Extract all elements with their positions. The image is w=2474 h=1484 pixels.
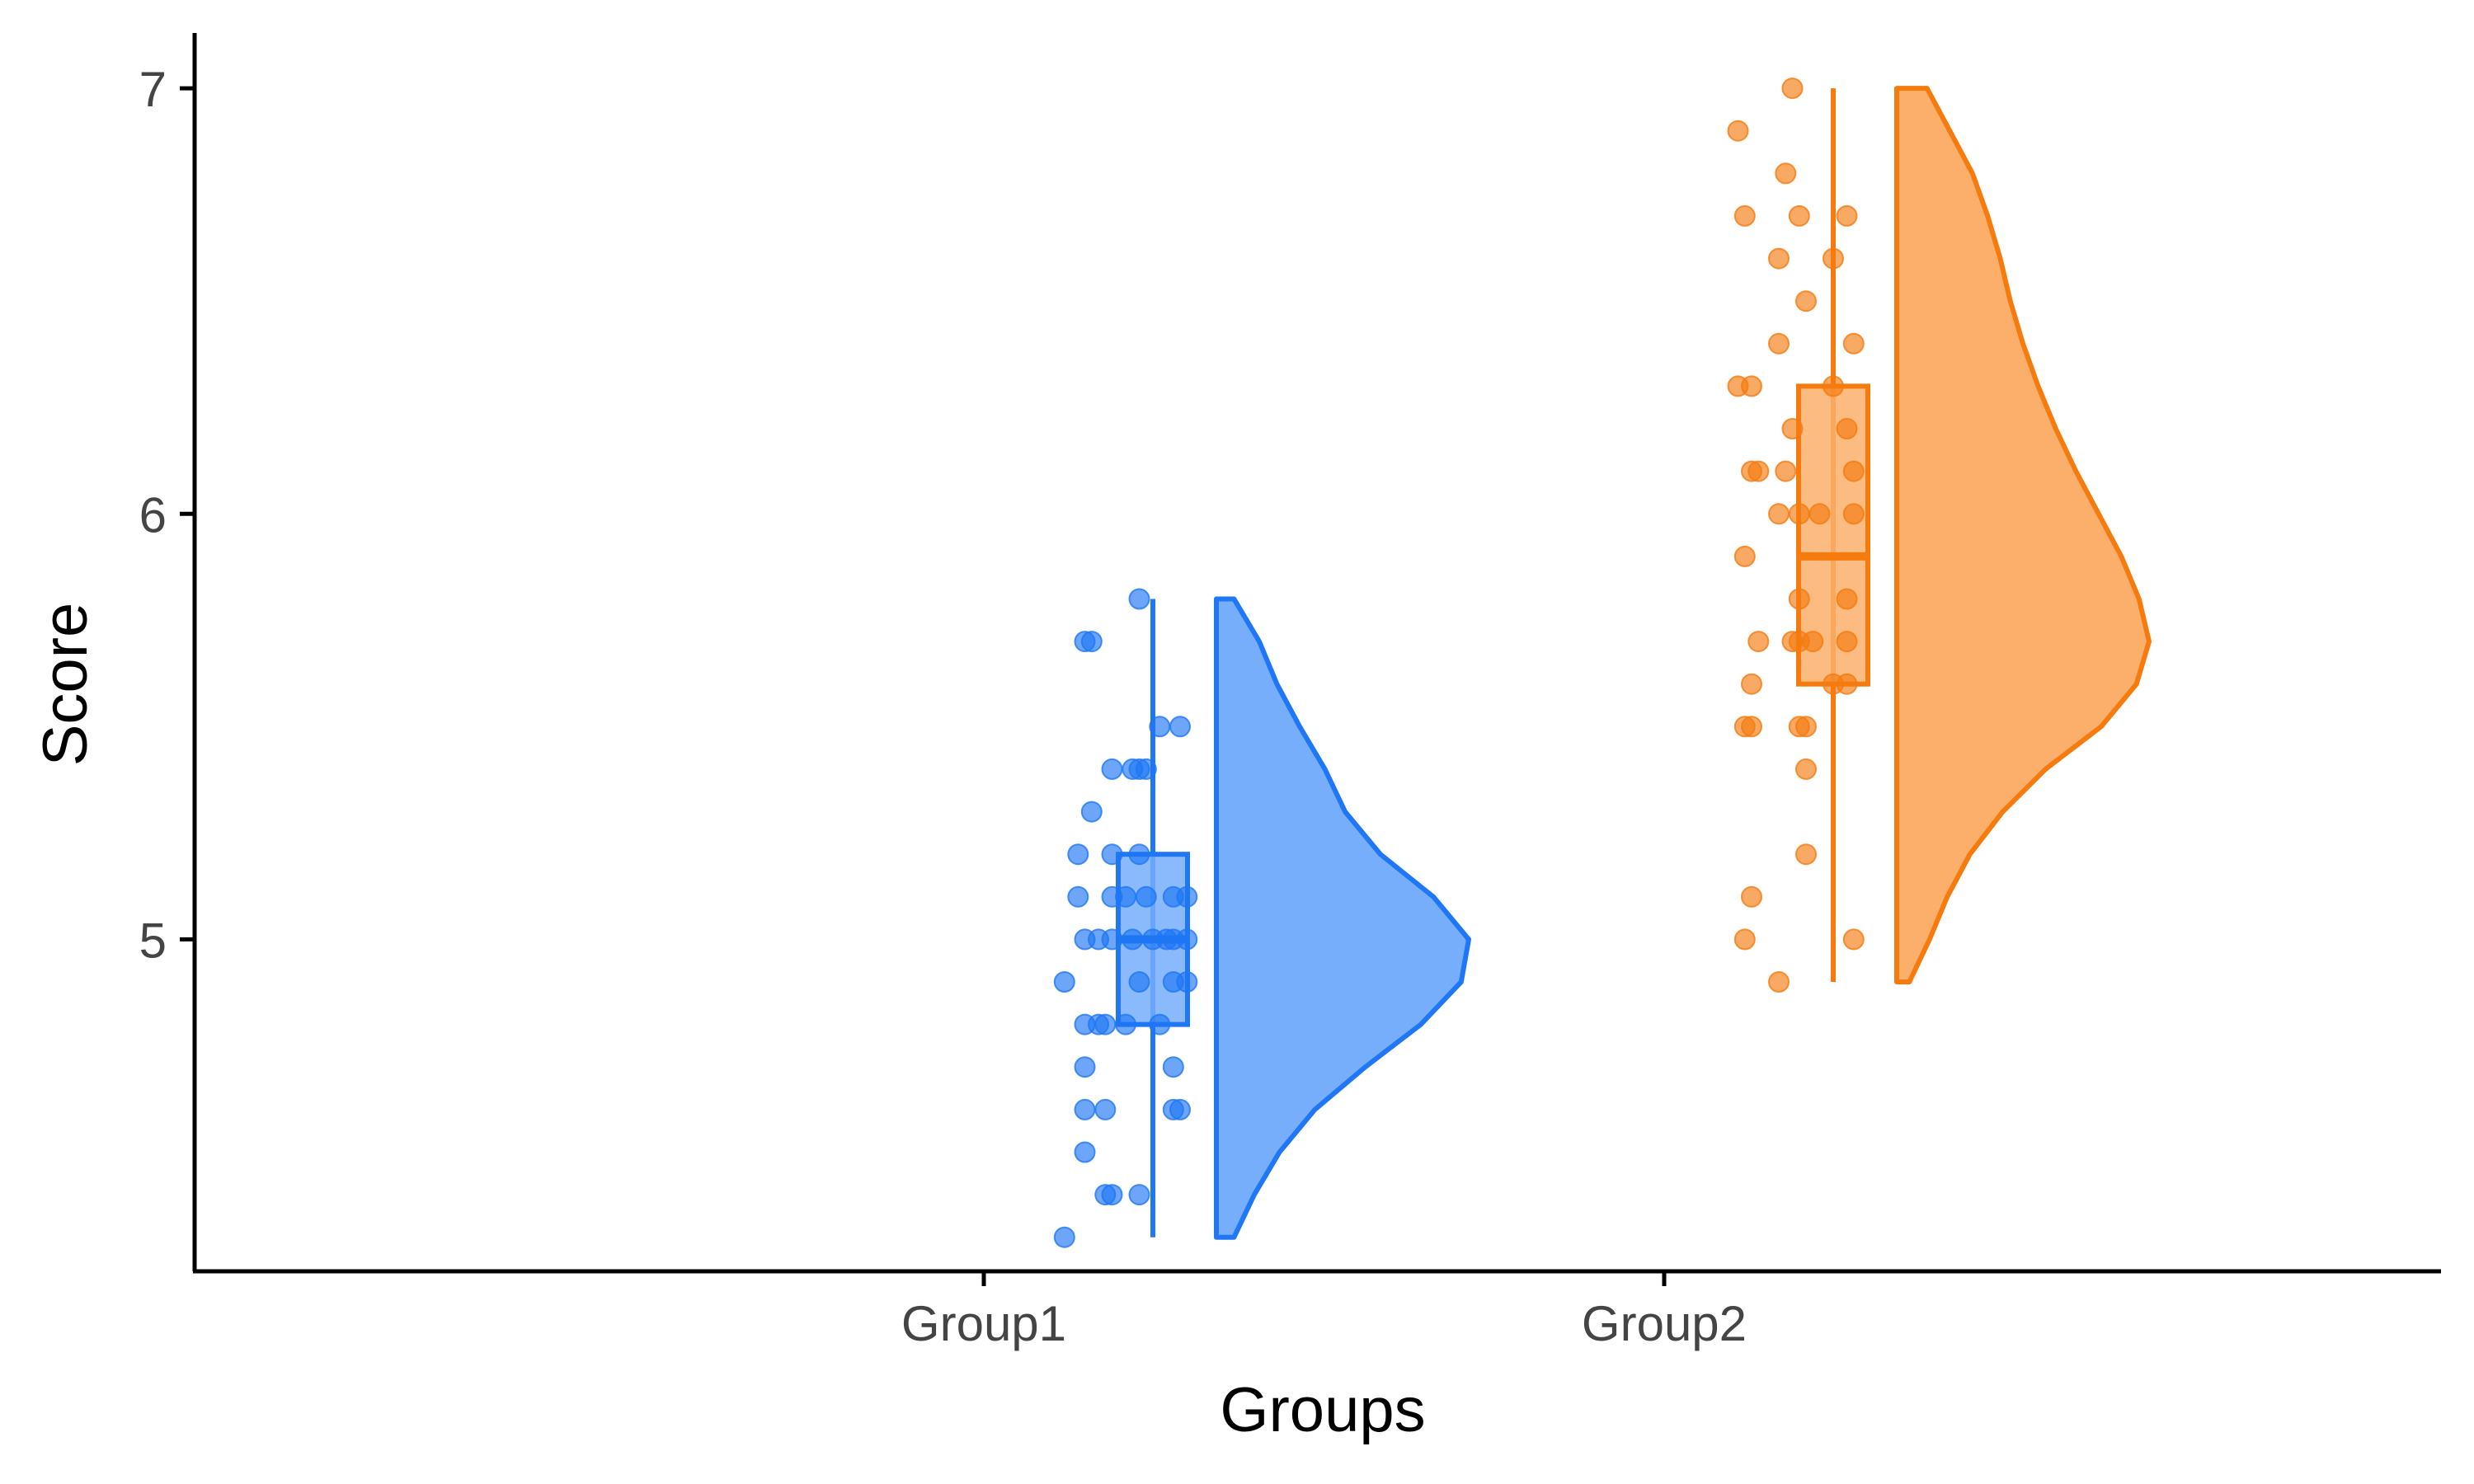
y-tick-label: 6 — [139, 487, 167, 542]
data-point — [1842, 332, 1865, 355]
data-point — [1128, 843, 1150, 866]
data-point — [1115, 1013, 1136, 1036]
data-point — [1067, 843, 1089, 866]
data-point — [1747, 460, 1770, 482]
y-tick-label: 7 — [139, 62, 167, 117]
data-point — [1795, 290, 1817, 312]
data-point — [1176, 885, 1198, 908]
y-tick-label: 5 — [139, 913, 167, 968]
y-axis-title: Score — [31, 603, 101, 767]
data-point — [1053, 971, 1075, 993]
data-point — [1788, 588, 1810, 610]
data-point — [1836, 588, 1858, 610]
data-point — [1768, 247, 1790, 270]
data-point — [1115, 885, 1136, 908]
ticks: 5 6 7 Group1 Group2 — [139, 62, 1747, 1351]
data-point — [1775, 460, 1797, 482]
data-point — [1842, 460, 1865, 482]
data-point — [1842, 503, 1865, 525]
data-point — [1741, 885, 1762, 908]
data-point — [1122, 928, 1144, 951]
data-point — [1788, 204, 1810, 227]
data-point — [1067, 885, 1089, 908]
data-point — [1741, 375, 1762, 397]
data-point — [1128, 1184, 1150, 1206]
data-point — [1836, 418, 1858, 439]
data-point — [1768, 332, 1790, 355]
data-point — [1094, 1013, 1117, 1036]
data-point — [1733, 545, 1756, 567]
data-point — [1094, 1098, 1117, 1120]
data-point — [1101, 1184, 1123, 1206]
data-point — [1727, 120, 1749, 142]
plot-area — [1053, 77, 2152, 1248]
data-point — [1128, 971, 1150, 993]
data-point — [1836, 204, 1858, 227]
data-point — [1101, 928, 1123, 951]
series-group1 — [1053, 588, 1471, 1248]
data-point — [1741, 673, 1762, 695]
data-point — [1768, 971, 1790, 993]
density-cloud — [1214, 596, 1471, 1240]
data-point — [1169, 716, 1191, 738]
data-point — [1781, 418, 1804, 439]
data-point — [1053, 1226, 1075, 1248]
data-point — [1135, 885, 1157, 908]
x-tick-label: Group1 — [901, 1296, 1066, 1351]
data-point — [1733, 204, 1756, 227]
data-point — [1149, 716, 1171, 738]
data-point — [1768, 503, 1790, 525]
data-point — [1080, 801, 1103, 823]
data-point — [1795, 843, 1817, 866]
data-point — [1074, 1141, 1096, 1163]
series-group2 — [1727, 77, 2152, 993]
x-tick-label: Group2 — [1582, 1296, 1747, 1351]
data-point — [1747, 631, 1770, 653]
data-point — [1823, 247, 1844, 270]
data-point — [1128, 588, 1150, 610]
data-point — [1823, 375, 1844, 397]
data-point — [1741, 716, 1762, 738]
data-point — [1775, 162, 1797, 185]
data-point — [1795, 716, 1817, 738]
data-point — [1149, 1013, 1171, 1036]
data-point — [1836, 631, 1858, 653]
data-point — [1162, 1056, 1184, 1078]
data-point — [1176, 928, 1198, 951]
data-point — [1176, 971, 1198, 993]
data-point — [1080, 631, 1103, 653]
data-point — [1802, 631, 1824, 653]
data-point — [1836, 673, 1858, 695]
data-point — [1074, 1056, 1096, 1078]
data-point — [1074, 1098, 1096, 1120]
density-cloud — [1894, 86, 2152, 985]
data-point — [1795, 758, 1817, 780]
data-point — [1842, 928, 1865, 951]
data-point — [1781, 77, 1804, 100]
data-point — [1101, 758, 1123, 780]
axes — [192, 33, 2441, 1274]
data-point — [1733, 928, 1756, 951]
data-point — [1788, 503, 1810, 525]
data-point — [1101, 843, 1123, 866]
data-point — [1135, 758, 1157, 780]
data-point — [1169, 1098, 1191, 1120]
x-axis-title: Groups — [1220, 1375, 1425, 1445]
data-point — [1808, 503, 1831, 525]
